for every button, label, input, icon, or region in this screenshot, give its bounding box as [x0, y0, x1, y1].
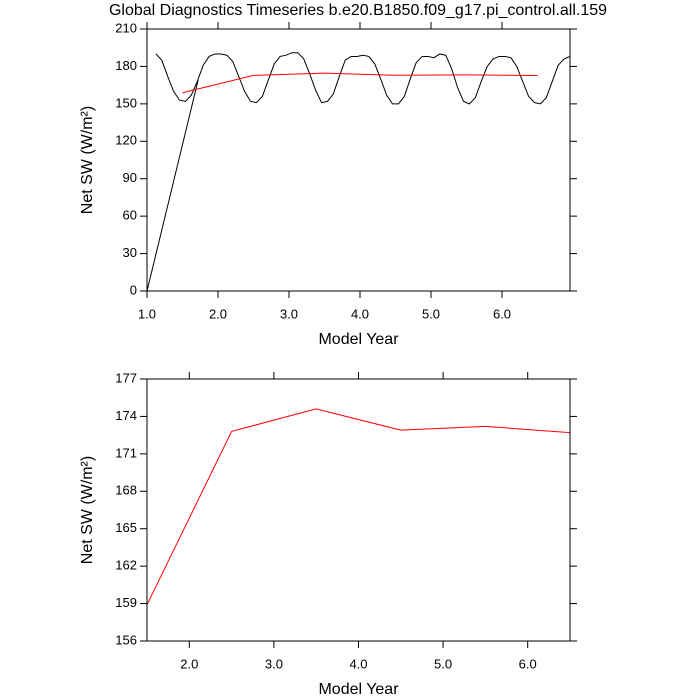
y-tick-label: 159	[115, 595, 137, 610]
data-line	[146, 408, 571, 606]
x-axis-label: Model Year	[318, 681, 399, 698]
data-line	[182, 72, 538, 94]
chart-title: Global Diagnostics Timeseries b.e20.B185…	[109, 2, 607, 19]
y-tick-label: 156	[115, 632, 137, 647]
y-axis-label: Net SW (W/m²)	[79, 106, 96, 214]
x-tick-label: 6.0	[493, 306, 511, 321]
x-tick-label: 1.0	[138, 306, 156, 321]
y-tick-label: 177	[115, 370, 137, 385]
y-tick-label: 30	[123, 245, 137, 260]
y-tick-label: 60	[123, 208, 137, 223]
x-tick-label: 5.0	[434, 656, 452, 671]
data-line	[155, 52, 571, 105]
x-tick-label: 4.0	[349, 656, 367, 671]
plot-frame	[146, 28, 571, 292]
x-tick-label: 2.0	[209, 306, 227, 321]
plot-frame	[146, 378, 571, 642]
x-tick-label: 6.0	[519, 656, 537, 671]
y-tick-label: 150	[115, 95, 137, 110]
x-tick-label: 5.0	[422, 306, 440, 321]
y-tick-label: 174	[115, 408, 137, 423]
y-axis-label: Net SW (W/m²)	[79, 456, 96, 564]
y-tick-label: 165	[115, 520, 137, 535]
y-tick-label: 0	[130, 282, 137, 297]
data-line	[146, 80, 199, 292]
y-tick-label: 171	[115, 445, 137, 460]
y-tick-label: 180	[115, 58, 137, 73]
x-tick-label: 2.0	[180, 656, 198, 671]
y-tick-label: 90	[123, 170, 137, 185]
y-tick-label: 120	[115, 133, 137, 148]
x-tick-label: 4.0	[351, 306, 369, 321]
x-axis-label: Model Year	[318, 331, 399, 348]
x-tick-label: 3.0	[265, 656, 283, 671]
x-tick-label: 3.0	[280, 306, 298, 321]
y-tick-label: 168	[115, 483, 137, 498]
y-tick-label: 210	[115, 20, 137, 35]
y-tick-label: 162	[115, 558, 137, 573]
